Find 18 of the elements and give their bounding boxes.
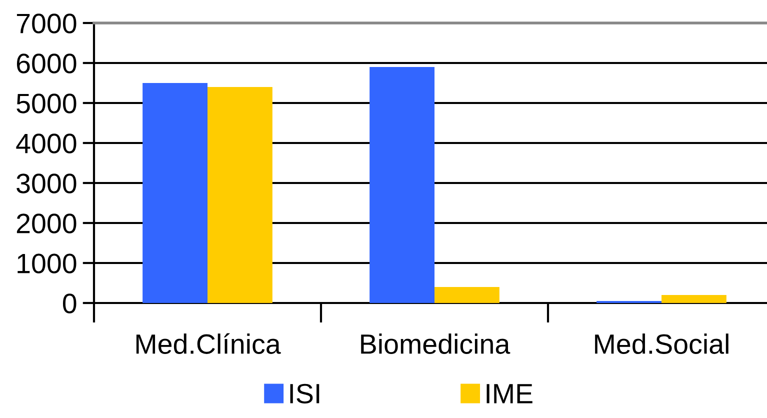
y-tick-label: 1000 — [18, 254, 76, 274]
legend-label: ISI — [290, 384, 320, 404]
y-tick-label: 3000 — [16, 174, 76, 194]
bar — [434, 287, 500, 303]
x-tick-label: Med.Clínica — [136, 333, 281, 354]
y-tick-label: 0 — [62, 294, 76, 314]
x-tick-label: Med.Social — [595, 334, 728, 354]
y-tick-label: 2000 — [16, 214, 76, 234]
x-tick-label: Biomedicina — [361, 334, 510, 354]
y-tick-label: 4000 — [16, 134, 76, 154]
y-tick-label: 7000 — [16, 14, 76, 34]
bar — [662, 295, 726, 303]
y-tick-label: 5000 — [16, 94, 76, 114]
y-tick-label: 6000 — [16, 54, 76, 74]
bar — [208, 87, 272, 303]
bar — [142, 83, 208, 303]
legend-label: IME — [486, 384, 532, 404]
bar — [370, 67, 434, 303]
